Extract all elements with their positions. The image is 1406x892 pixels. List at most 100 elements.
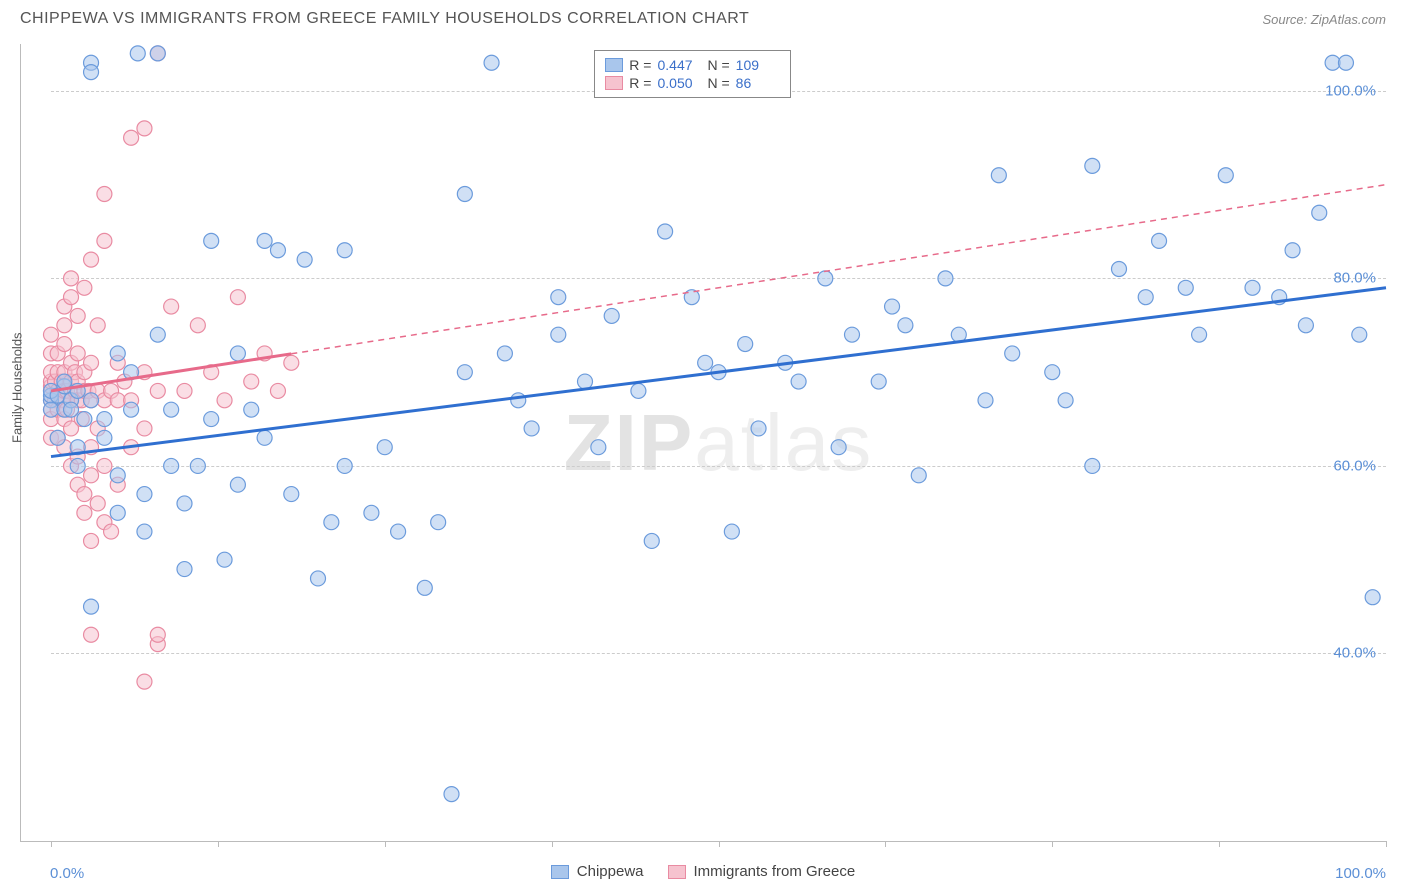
n-value-blue: 109 [736, 57, 780, 73]
data-point [845, 327, 860, 342]
data-point [911, 468, 926, 483]
data-point [885, 299, 900, 314]
data-point [1285, 243, 1300, 258]
data-point [738, 337, 753, 352]
stats-row-blue: R = 0.447 N = 109 [605, 57, 779, 73]
y-axis-label: Family Households [10, 332, 25, 443]
data-point [137, 487, 152, 502]
data-point [150, 46, 165, 61]
data-point [77, 412, 92, 427]
data-point [1138, 290, 1153, 305]
trend-line [51, 288, 1386, 457]
data-point [70, 458, 85, 473]
data-point [751, 421, 766, 436]
data-point [104, 524, 119, 539]
data-point [484, 55, 499, 70]
data-point [44, 402, 59, 417]
data-point [110, 468, 125, 483]
data-point [64, 290, 79, 305]
data-point [978, 393, 993, 408]
data-point [84, 252, 99, 267]
data-point [97, 412, 112, 427]
data-point [257, 233, 272, 248]
data-point [311, 571, 326, 586]
data-point [137, 121, 152, 136]
data-point [97, 233, 112, 248]
data-point [337, 243, 352, 258]
data-point [1085, 458, 1100, 473]
data-point [84, 355, 99, 370]
data-point [130, 46, 145, 61]
data-point [164, 402, 179, 417]
plot-area: ZIPatlas 40.0%60.0%80.0%100.0% [51, 44, 1386, 841]
data-point [1045, 365, 1060, 380]
data-point [124, 130, 139, 145]
data-point [204, 412, 219, 427]
data-point [230, 477, 245, 492]
data-point [97, 458, 112, 473]
r-value-blue: 0.447 [657, 57, 701, 73]
data-point [511, 393, 526, 408]
data-point [818, 271, 833, 286]
x-tick [885, 841, 886, 847]
data-point [84, 393, 99, 408]
data-point [444, 787, 459, 802]
data-point [497, 346, 512, 361]
data-point [84, 65, 99, 80]
data-point [791, 374, 806, 389]
data-point [551, 290, 566, 305]
data-point [578, 374, 593, 389]
r-value-pink: 0.050 [657, 75, 701, 91]
data-point [110, 505, 125, 520]
data-point [150, 327, 165, 342]
data-point [1005, 346, 1020, 361]
data-point [70, 346, 85, 361]
data-point [57, 337, 72, 352]
data-point [284, 487, 299, 502]
data-point [1058, 393, 1073, 408]
r-label: R = [629, 57, 651, 73]
data-point [1178, 280, 1193, 295]
data-point [190, 318, 205, 333]
data-point [604, 308, 619, 323]
data-point [324, 515, 339, 530]
data-point [1112, 262, 1127, 277]
data-point [551, 327, 566, 342]
data-point [871, 374, 886, 389]
data-point [898, 318, 913, 333]
legend-swatch-blue [551, 865, 569, 879]
data-point [1312, 205, 1327, 220]
data-point [1365, 590, 1380, 605]
data-point [50, 430, 65, 445]
data-point [97, 430, 112, 445]
data-point [431, 515, 446, 530]
data-point [177, 383, 192, 398]
data-point [724, 524, 739, 539]
source-label: Source: ZipAtlas.com [1262, 12, 1386, 27]
data-point [150, 383, 165, 398]
chart-title: CHIPPEWA VS IMMIGRANTS FROM GREECE FAMIL… [20, 10, 749, 28]
data-point [110, 346, 125, 361]
data-point [70, 308, 85, 323]
n-label: N = [707, 75, 729, 91]
trend-line [291, 185, 1386, 354]
data-point [164, 458, 179, 473]
x-tick [385, 841, 386, 847]
data-point [230, 290, 245, 305]
x-tick [1219, 841, 1220, 847]
data-point [217, 552, 232, 567]
data-point [244, 374, 259, 389]
data-point [991, 168, 1006, 183]
data-point [457, 365, 472, 380]
data-point [1298, 318, 1313, 333]
x-tick [51, 841, 52, 847]
data-point [524, 421, 539, 436]
data-point [57, 318, 72, 333]
stats-row-pink: R = 0.050 N = 86 [605, 75, 779, 91]
scatter-plot [51, 44, 1386, 841]
data-point [257, 430, 272, 445]
data-point [77, 487, 92, 502]
data-point [684, 290, 699, 305]
data-point [84, 468, 99, 483]
legend-label-pink: Immigrants from Greece [694, 863, 856, 880]
